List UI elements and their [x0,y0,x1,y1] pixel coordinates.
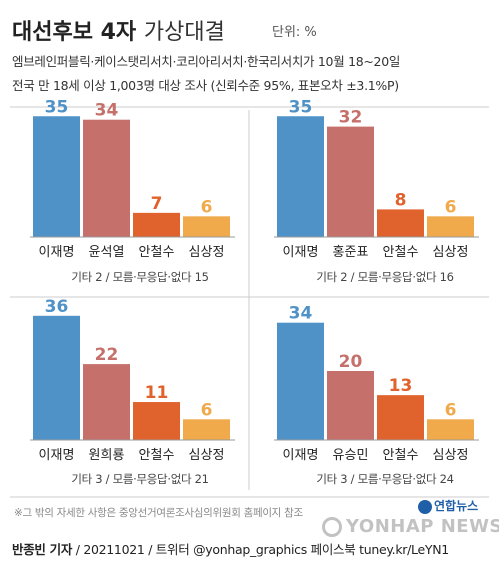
bar-4-2 [327,371,374,440]
bar-3-3 [133,402,180,440]
logo-text: 연합뉴스 [434,499,479,513]
value-label-4-3: 13 [389,376,413,396]
title-bold: 대선후보 4자 [12,20,137,45]
category-label-2-3: 안철수 [383,245,419,260]
bar-1-3 [133,212,180,237]
bar-3-2 [83,364,130,440]
watermark-text: YONHAP NEWS [346,516,499,537]
category-label-1-2: 윤석열 [89,245,125,260]
credit-rest: / 20211021 / 트위터 @yonhap_graphics 페이스북 t… [72,542,449,557]
bar-1-2 [83,119,130,237]
credit-author: 반종빈 기자 [12,542,73,557]
category-label-3-1: 이재명 [39,448,75,463]
bar-4-1 [277,322,324,440]
category-label-4-2: 유승민 [333,448,369,463]
panel-note-4: 기타 3 / 모름·무응답·없다 24 [316,472,453,486]
value-label-1-2: 34 [95,101,119,121]
category-label-2-2: 홍준표 [333,245,369,260]
credit-line: 반종빈 기자 / 20211021 / 트위터 @yonhap_graphics… [12,539,449,558]
value-label-1-4: 6 [201,197,213,217]
bar-2-2 [327,126,374,237]
category-label-4-3: 안철수 [383,448,419,463]
value-label-3-1: 36 [45,297,69,317]
bar-2-4 [427,216,474,237]
bar-3-1 [33,315,80,440]
value-label-4-2: 20 [339,352,363,372]
value-label-1-1: 35 [45,97,69,117]
panel-note-1: 기타 2 / 모름·무응답·없다 15 [71,270,208,284]
bar-4-3 [377,395,424,440]
value-label-2-3: 8 [395,190,407,210]
panel-note-2: 기타 2 / 모름·무응답·없다 16 [316,270,453,284]
value-label-3-3: 11 [145,383,169,403]
footnote: ※그 밖의 자세한 사항은 중앙선거여론조사심의위원회 홈페이지 참조 [14,507,303,519]
value-label-1-3: 7 [151,194,163,214]
value-label-3-4: 6 [201,400,213,420]
category-label-1-4: 심상정 [189,245,225,260]
yonhap-logo: 연합뉴스 [418,497,478,514]
value-label-4-1: 34 [289,304,313,324]
category-label-3-3: 안철수 [139,448,175,463]
category-label-1-1: 이재명 [39,245,75,260]
unit-label: 단위: % [272,25,317,40]
bar-1-4 [183,216,230,237]
yonhap-logo-icon [418,499,432,514]
value-label-2-4: 6 [445,197,457,217]
bar-1-1 [33,116,80,237]
category-label-4-1: 이재명 [283,448,319,463]
watermark-icon [322,517,342,537]
subtitle-line1: 엠브레인퍼블릭·케이스탯리서치·코리아리서치·한국리서치가 10월 18~20일 [12,54,401,69]
panel-note-3: 기타 3 / 모름·무응답·없다 21 [71,472,208,486]
value-label-4-4: 6 [445,400,457,420]
category-label-2-4: 심상정 [433,245,469,260]
category-label-3-4: 심상정 [189,448,225,463]
value-label-2-2: 32 [339,108,363,128]
subtitle-line2: 전국 만 18세 이상 1,003명 대상 조사 (신뢰수준 95%, 표본오차… [12,78,399,93]
watermark: YONHAP NEWS [322,516,499,537]
bar-3-4 [183,419,230,440]
chart-title: 대선후보 4자 가상대결 [12,14,225,46]
category-label-4-4: 심상정 [433,448,469,463]
bar-2-3 [377,209,424,237]
bar-2-1 [277,116,324,237]
value-label-3-2: 22 [95,345,119,365]
value-label-2-1: 35 [289,97,313,117]
category-label-3-2: 원희룡 [89,448,125,463]
category-label-1-3: 안철수 [139,245,175,260]
bar-4-4 [427,419,474,440]
category-label-2-1: 이재명 [283,245,319,260]
title-light: 가상대결 [143,20,225,45]
